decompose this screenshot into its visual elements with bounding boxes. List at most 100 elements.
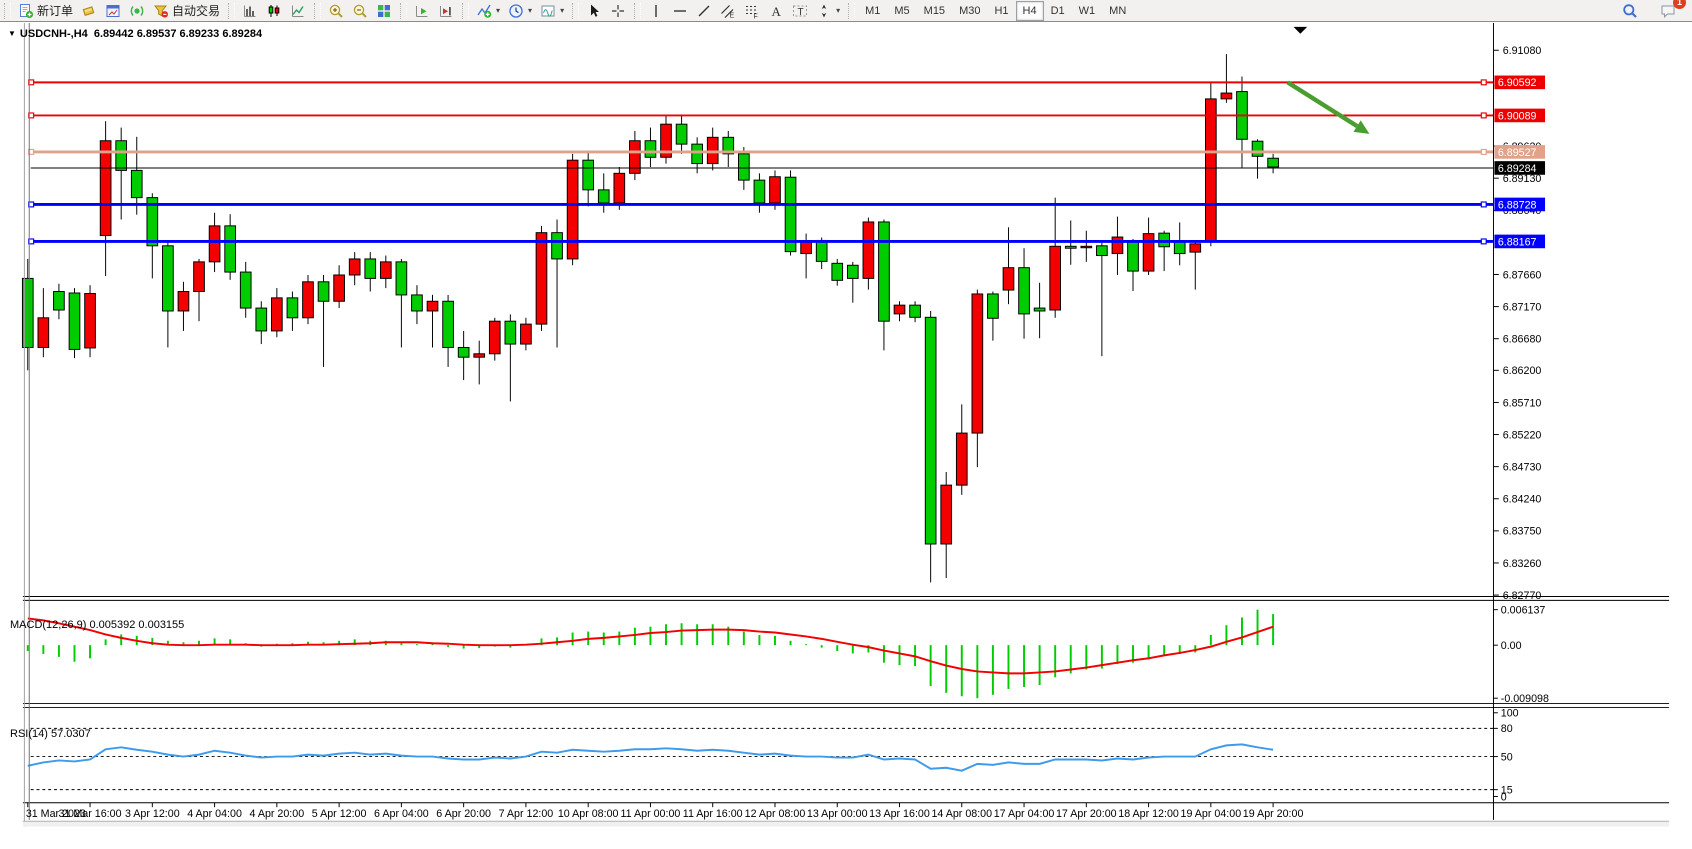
line-chart-icon bbox=[292, 5, 304, 17]
svg-text:10 Apr 08:00: 10 Apr 08:00 bbox=[558, 808, 619, 820]
vertical-line-button[interactable] bbox=[644, 0, 668, 22]
channel-button[interactable]: E bbox=[716, 0, 740, 22]
svg-text:0.006137: 0.006137 bbox=[1501, 605, 1546, 617]
arrows-button[interactable]: ▾ bbox=[812, 0, 844, 22]
svg-text:4 Apr 20:00: 4 Apr 20:00 bbox=[250, 808, 305, 820]
signal-icon bbox=[130, 5, 144, 16]
trendline-button[interactable] bbox=[692, 0, 716, 22]
svg-text:5 Apr 12:00: 5 Apr 12:00 bbox=[312, 808, 367, 820]
annotation-arrow[interactable] bbox=[1286, 80, 1370, 134]
chevron-down-icon[interactable]: ▾ bbox=[836, 6, 841, 15]
notifications-button[interactable]: 1 bbox=[1656, 0, 1686, 22]
auto-trading-button-label: 自动交易 bbox=[172, 4, 221, 18]
auto-scroll-button[interactable] bbox=[410, 0, 434, 22]
svg-text:4 Apr 04:00: 4 Apr 04:00 bbox=[187, 808, 242, 820]
signals-button[interactable] bbox=[125, 0, 149, 22]
timeframe-w1[interactable]: W1 bbox=[1078, 4, 1096, 17]
symbol-ohlc-label: ▼ USDCNH-,H4 6.89442 6.89537 6.89233 6.89… bbox=[8, 28, 262, 40]
svg-text:6.89284: 6.89284 bbox=[1498, 163, 1537, 175]
rsi-axis: 100 80 50 150 bbox=[1492, 708, 1519, 803]
svg-text:6.84240: 6.84240 bbox=[1503, 494, 1542, 506]
trendline-icon bbox=[698, 5, 710, 16]
status-strip bbox=[22, 821, 1670, 827]
periods-button[interactable]: ▾ bbox=[504, 0, 536, 22]
toolbar-grip bbox=[400, 2, 408, 19]
crosshair-button[interactable] bbox=[606, 0, 630, 22]
svg-text:6.91080: 6.91080 bbox=[1503, 45, 1542, 57]
svg-text:50: 50 bbox=[1501, 751, 1513, 763]
auto-scroll-icon bbox=[416, 5, 428, 17]
zoom-in-button[interactable] bbox=[324, 0, 348, 22]
svg-text:12 Apr 08:00: 12 Apr 08:00 bbox=[745, 808, 806, 820]
new-order-button[interactable]: 新订单 bbox=[14, 0, 77, 22]
search-button[interactable] bbox=[1618, 0, 1642, 22]
tile-windows-icon bbox=[378, 4, 391, 17]
svg-text:19 Apr 20:00: 19 Apr 20:00 bbox=[1243, 808, 1304, 820]
timeframe-h1[interactable]: H1 bbox=[994, 4, 1009, 17]
horizontal-line-icon bbox=[674, 9, 687, 12]
timeframe-h4[interactable]: H4 bbox=[1015, 0, 1044, 21]
svg-text:18 Apr 12:00: 18 Apr 12:00 bbox=[1118, 808, 1179, 820]
candlestick-series bbox=[21, 54, 1279, 583]
fibonacci-button[interactable]: F bbox=[740, 0, 764, 22]
cursor-button[interactable] bbox=[582, 0, 606, 22]
symbol-dropdown-icon[interactable]: ▼ bbox=[8, 29, 16, 38]
clock-icon bbox=[509, 3, 523, 18]
chevron-down-icon[interactable]: ▾ bbox=[496, 6, 501, 15]
chart-shift-marker-icon[interactable] bbox=[1293, 26, 1308, 34]
svg-text:F: F bbox=[754, 13, 758, 19]
horizontal-line-button[interactable] bbox=[668, 0, 692, 22]
rsi-indicator-label: RSI(14) 57.0307 bbox=[10, 728, 91, 740]
zoom-out-button[interactable] bbox=[348, 0, 372, 22]
timeframe-m1[interactable]: M1 bbox=[865, 4, 881, 17]
indicators-button[interactable]: ▾ bbox=[472, 0, 504, 22]
tile-windows-button[interactable] bbox=[372, 0, 396, 22]
chart-shift-button[interactable] bbox=[434, 0, 458, 22]
svg-text:6.85710: 6.85710 bbox=[1503, 397, 1542, 409]
toolbar-grip bbox=[848, 2, 856, 19]
svg-text:6.86680: 6.86680 bbox=[1503, 334, 1542, 346]
svg-text:6 Apr 04:00: 6 Apr 04:00 bbox=[374, 808, 429, 820]
svg-text:6.86200: 6.86200 bbox=[1503, 365, 1542, 377]
candlestick-chart-button[interactable] bbox=[262, 0, 286, 22]
svg-text:6.88167: 6.88167 bbox=[1498, 236, 1537, 248]
main-toolbar: 新订单 自动交易 ▾ ▾ ▾ E F A T ▾ M1 M5 M15 M30 H1 H4 D1 W1 MN 1 bbox=[0, 0, 1692, 22]
svg-text:T: T bbox=[798, 7, 804, 18]
timeframe-m5[interactable]: M5 bbox=[894, 4, 910, 17]
svg-text:3 Apr 12:00: 3 Apr 12:00 bbox=[125, 808, 180, 820]
search-icon bbox=[1623, 3, 1637, 18]
svg-text:6.84730: 6.84730 bbox=[1503, 462, 1542, 474]
zoom-out-icon bbox=[353, 4, 367, 18]
chevron-down-icon[interactable]: ▾ bbox=[560, 6, 565, 15]
timeframe-m15[interactable]: M15 bbox=[923, 4, 946, 17]
svg-text:6.89130: 6.89130 bbox=[1503, 173, 1542, 185]
rsi-line bbox=[27, 743, 1274, 772]
svg-text:13 Apr 00:00: 13 Apr 00:00 bbox=[807, 808, 868, 820]
timeframe-m30[interactable]: M30 bbox=[959, 4, 981, 17]
templates-button[interactable]: ▾ bbox=[536, 0, 568, 22]
chart-window[interactable]: 6.910806.896206.891306.886406.876606.871… bbox=[0, 23, 1692, 849]
market-watch-button[interactable] bbox=[101, 0, 125, 22]
svg-text:31 Mar 16:00: 31 Mar 16:00 bbox=[59, 808, 122, 820]
text-label-button[interactable]: T bbox=[788, 0, 812, 22]
svg-text:6.83260: 6.83260 bbox=[1503, 558, 1542, 570]
crosshair-icon bbox=[612, 4, 625, 17]
svg-text:17 Apr 20:00: 17 Apr 20:00 bbox=[1056, 808, 1117, 820]
auto-trading-button[interactable]: 自动交易 bbox=[149, 0, 224, 22]
timeframe-mn[interactable]: MN bbox=[1109, 4, 1127, 17]
window-left-border bbox=[23, 23, 30, 827]
text-button[interactable]: A bbox=[764, 0, 788, 22]
add-indicator-icon bbox=[477, 4, 492, 18]
svg-text:0: 0 bbox=[1501, 791, 1507, 803]
timeframe-d1[interactable]: D1 bbox=[1050, 4, 1065, 17]
chart-canvas[interactable]: 6.910806.896206.891306.886406.876606.871… bbox=[0, 23, 1692, 849]
chart-window-icon bbox=[106, 4, 120, 17]
line-chart-button[interactable] bbox=[286, 0, 310, 22]
svg-text:6.88728: 6.88728 bbox=[1498, 199, 1537, 211]
styles-button[interactable] bbox=[77, 0, 101, 22]
macd-axis: 0.006137 0.00 -0.009098 bbox=[1492, 605, 1549, 705]
chevron-down-icon[interactable]: ▾ bbox=[528, 6, 533, 15]
svg-text:19 Apr 04:00: 19 Apr 04:00 bbox=[1181, 808, 1242, 820]
bar-chart-button[interactable] bbox=[238, 0, 262, 22]
